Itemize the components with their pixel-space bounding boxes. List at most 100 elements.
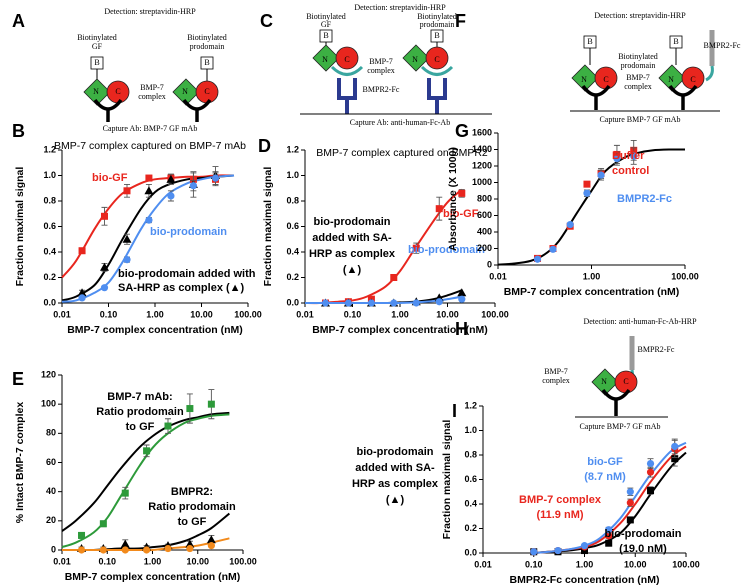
marker — [435, 298, 443, 306]
annotation: bio-prodomain — [314, 216, 391, 228]
marker — [630, 152, 638, 160]
y-tick-label: 0.6 — [286, 221, 299, 231]
y-tick-label: 1.0 — [286, 170, 299, 180]
annotation: BMPR2: — [171, 486, 213, 498]
diagram-text: BMP-7 — [369, 57, 393, 66]
bmpr2-ecd — [420, 65, 454, 76]
biotin-box — [669, 35, 683, 49]
diagram-text: N — [93, 87, 99, 96]
diagram-text: N — [668, 75, 674, 84]
y-tick-label: 0.4 — [286, 246, 299, 256]
marker — [367, 299, 376, 307]
y-tick-label: 40 — [46, 486, 56, 496]
x-tick-label: 0.10 — [525, 559, 543, 569]
x-tick-label: 0.10 — [98, 556, 116, 566]
panel-label: B — [12, 121, 25, 141]
annotation: bio-prodomain — [408, 244, 485, 256]
x-tick-label: 100.00 — [671, 271, 699, 281]
diagram-text: C — [603, 75, 608, 84]
y-axis-label: Fraction maximal signal — [14, 167, 26, 287]
marker — [122, 234, 132, 243]
marker — [554, 546, 562, 555]
x-tick-label: 10.00 — [436, 309, 459, 319]
annotation: SA-HRP as complex (▲) — [118, 282, 245, 294]
y-tick-label: 1.2 — [286, 144, 299, 154]
diagram-text: B — [94, 58, 99, 67]
y-axis-label: Fraction maximal signal — [262, 167, 274, 287]
marker — [185, 539, 195, 548]
panel-label: A — [12, 11, 25, 31]
diagram-text: N — [182, 87, 188, 96]
diagram-text: C — [344, 55, 349, 64]
x-tick-label: 10.00 — [190, 309, 213, 319]
biotin-box — [583, 35, 597, 49]
marker — [100, 284, 109, 292]
y-tick-label: 1600 — [472, 127, 492, 137]
x-tick-label: 0.01 — [296, 309, 314, 319]
y-tick-label: 0.0 — [464, 547, 477, 557]
diagram-text: GF — [321, 20, 332, 29]
marker — [99, 262, 109, 271]
diagram-text: BMP-7 — [544, 367, 568, 376]
marker — [344, 299, 353, 307]
diagram-text: complex — [138, 92, 166, 101]
diagram-text: C — [690, 75, 695, 84]
panel-label: C — [260, 11, 273, 31]
annotation: BMPR2-Fc — [617, 193, 672, 205]
x-tick-label: 100.00 — [481, 309, 509, 319]
diagram-text: Biotinylated — [618, 52, 658, 61]
x-tick-label: 0.10 — [100, 309, 118, 319]
annotation: bio-prodomain — [605, 528, 682, 540]
annotation: (▲) — [343, 264, 362, 276]
diagram-text: Capture Ab: BMP-7 GF mAb — [103, 124, 198, 133]
annotation: HRP as complex — [309, 248, 396, 260]
y-tick-label: 60 — [46, 457, 56, 467]
diagram-text: Detection: streptavidin-HRP — [354, 3, 446, 12]
prodomain-circle — [335, 46, 359, 70]
annotation: HRP as complex — [352, 478, 439, 490]
panel-label: E — [12, 369, 24, 389]
diagram-shapes — [83, 29, 720, 418]
marker — [580, 542, 589, 550]
diagram-text: complex — [624, 82, 652, 91]
annotation: bio-GF — [92, 172, 128, 184]
marker — [412, 299, 420, 307]
marker — [581, 547, 588, 555]
annotation: Ratio prodomain — [148, 501, 236, 513]
marker — [646, 459, 655, 468]
y-axis-label: % Intact BMP-7 complex — [14, 402, 26, 524]
marker — [121, 489, 129, 497]
marker — [78, 531, 86, 539]
annotation: Buffer — [612, 150, 645, 162]
marker — [605, 526, 613, 534]
marker — [583, 180, 591, 188]
diagram-text: C — [623, 377, 628, 386]
annotation: to GF — [178, 516, 207, 528]
marker — [77, 546, 86, 554]
marker — [167, 192, 175, 200]
marker — [207, 400, 215, 408]
marker — [144, 186, 154, 195]
x-tick-label: 1.00 — [576, 559, 594, 569]
marker — [646, 468, 655, 476]
diagram-text: N — [412, 55, 418, 64]
prodomain-circle — [425, 46, 449, 70]
annotation: bio-GF — [587, 456, 623, 468]
y-tick-label: 0.8 — [286, 195, 299, 205]
diagram-text: Biotinylated — [306, 12, 346, 21]
diagram-text: N — [581, 75, 587, 84]
diagram-text: Capture Ab: anti-human-Fc-Ab — [350, 118, 450, 127]
annotation: (▲) — [386, 494, 405, 506]
x-tick-label: 0.01 — [53, 309, 71, 319]
marker — [186, 544, 194, 553]
x-tick-label: 0.01 — [53, 556, 71, 566]
marker — [164, 422, 172, 430]
marker — [671, 442, 679, 451]
marker — [211, 174, 220, 182]
diagram-text: B — [587, 37, 592, 46]
annotation: BMP-7 complex — [519, 494, 602, 506]
biotin-box — [90, 56, 104, 70]
marker — [145, 216, 153, 224]
